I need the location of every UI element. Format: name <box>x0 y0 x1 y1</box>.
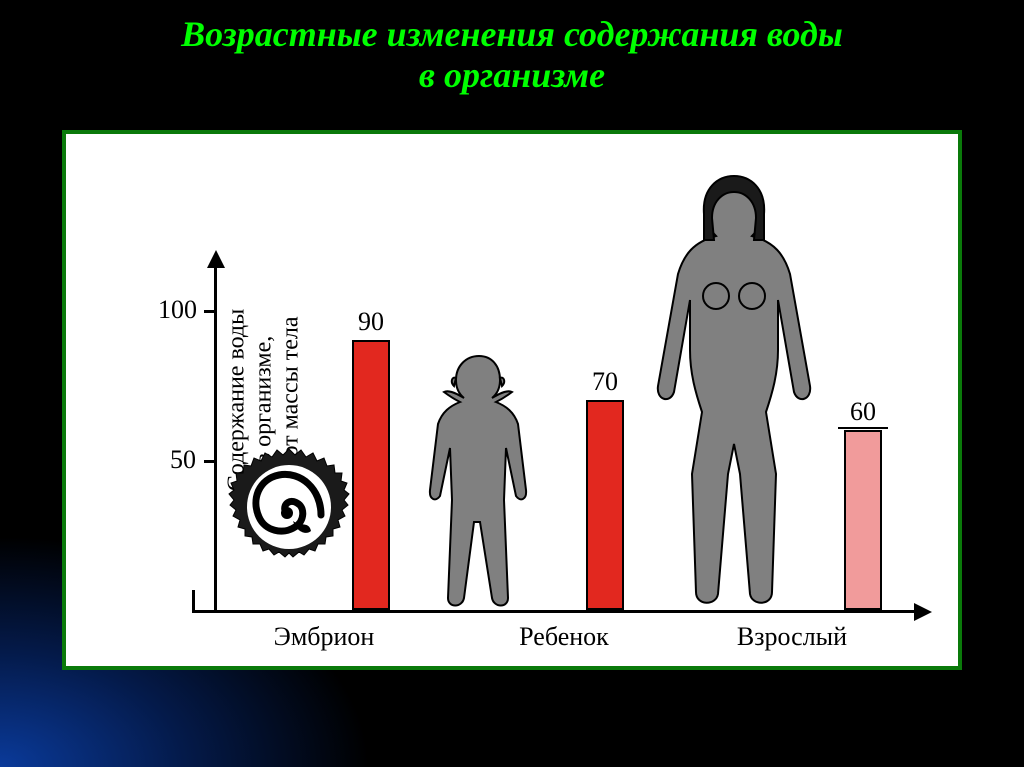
figure: Содержание воды в организме, % от массы … <box>74 142 950 658</box>
x-label-embryo: Эмбрион <box>244 622 404 652</box>
y-tick-label-100: 100 <box>158 295 197 325</box>
child-bar-label: 70 <box>580 367 630 397</box>
child-icon <box>414 350 544 613</box>
title-line-1: Возрастные изменения содержания воды <box>181 14 843 54</box>
adult-bar-label-underline <box>838 427 888 429</box>
x-label-child: Ребенок <box>484 622 644 652</box>
embryo-icon <box>224 442 354 572</box>
x-label-adult: Взрослый <box>702 622 882 652</box>
y-axis <box>214 262 217 612</box>
adult-bar <box>844 430 882 610</box>
y-tick-100 <box>204 310 217 313</box>
title-line-2: в организме <box>419 55 605 95</box>
embryo-bar-label: 90 <box>346 307 396 337</box>
embryo-bar <box>352 340 390 610</box>
child-bar <box>586 400 624 610</box>
adult-bar-label: 60 <box>838 397 888 427</box>
axis-joint-bottom-v <box>192 590 195 613</box>
slide: Возрастные изменения содержания воды в о… <box>0 0 1024 767</box>
figure-frame: Содержание воды в организме, % от массы … <box>62 130 962 670</box>
y-axis-arrow <box>205 250 227 272</box>
y-tick-50 <box>204 460 217 463</box>
y-tick-label-50: 50 <box>170 445 196 475</box>
adult-icon <box>644 174 824 612</box>
slide-title: Возрастные изменения содержания воды в о… <box>0 14 1024 97</box>
x-axis-arrow <box>910 601 932 623</box>
